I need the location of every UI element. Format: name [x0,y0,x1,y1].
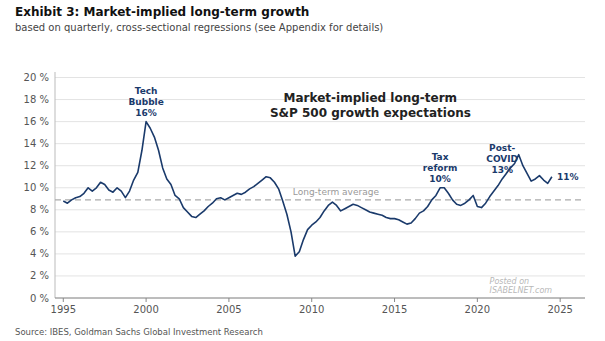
x-tick-label: 2005 [216,304,241,315]
y-tick-label: 20 % [24,72,49,83]
grid-line [55,298,585,299]
x-tick-label: 2000 [133,304,158,315]
reference-line-label: Long-term average [293,187,380,197]
text-line: COVID [486,154,518,164]
grid-line [55,209,585,210]
x-tick [394,298,395,302]
text-line: 13% [491,165,513,175]
y-tick-label: 10 % [24,182,49,193]
plot-area [55,122,585,256]
annotation: Post-COVID13% [486,143,518,175]
x-tick-label: 2015 [382,304,407,315]
y-axis: 0 % 2 % 4 % 6 % 8 % 10 % 12 % 14 % 16 % 18 % 20 % [24,72,585,304]
grid-line [55,253,585,254]
y-tick-label: 0 % [30,293,49,304]
x-tick [63,298,64,302]
text-line: reform [423,163,457,173]
x-axis-line [55,298,585,299]
x-tick-label: 2025 [547,304,572,315]
x-tick [477,298,478,302]
y-tick-label: 8 % [30,204,49,215]
x-tick [560,298,561,302]
annotation: Taxreform10% [423,152,457,184]
text-line: 10% [429,174,451,184]
y-tick-label: 14 % [24,138,49,149]
credit: Posted onISABELNET.com [490,277,553,295]
chart: Exhibit 3: Market-implied long-term grow… [0,0,605,341]
series-line [63,122,552,256]
x-tick-label: 2010 [299,304,324,315]
text-line: 16% [135,108,157,118]
y-tick-label: 4 % [30,248,49,259]
text-line: 11% [557,172,579,182]
y-tick-label: 6 % [30,226,49,237]
x-tick-label: 1995 [51,304,76,315]
x-tick [146,298,147,302]
reference-line [55,199,585,200]
text-line: Tech [135,86,158,96]
grid-line [55,121,585,122]
watermark: Market-implied long-term [284,91,458,105]
x-tick-label: 2020 [465,304,490,315]
text-line: ISABELNET.com [490,286,553,295]
watermark: S&P 500 growth expectations [270,106,471,120]
background [0,0,605,341]
y-tick-label: 12 % [24,160,49,171]
y-axis-line [55,72,56,298]
subtitle: based on quarterly, cross-sectional regr… [15,22,383,33]
y-tick-label: 18 % [24,94,49,105]
text-line: Post- [489,143,515,153]
source: Source: IBES, Goldman Sachs Global Inves… [15,327,263,337]
grid-line [55,231,585,232]
y-tick-label: 16 % [24,116,49,127]
annotation: TechBubble16% [128,86,163,118]
title: Exhibit 3: Market-implied long-term grow… [15,5,309,19]
text-line: Bubble [128,97,163,107]
text-line: Tax [432,152,449,162]
x-tick [228,298,229,302]
annotation: 11% [557,172,579,182]
grid-line [55,77,585,78]
x-axis: 1995 2000 2005 2010 2015 2020 2025 [51,298,585,315]
x-tick [311,298,312,302]
y-tick-label: 2 % [30,270,49,281]
text-line: Posted on [490,277,530,286]
